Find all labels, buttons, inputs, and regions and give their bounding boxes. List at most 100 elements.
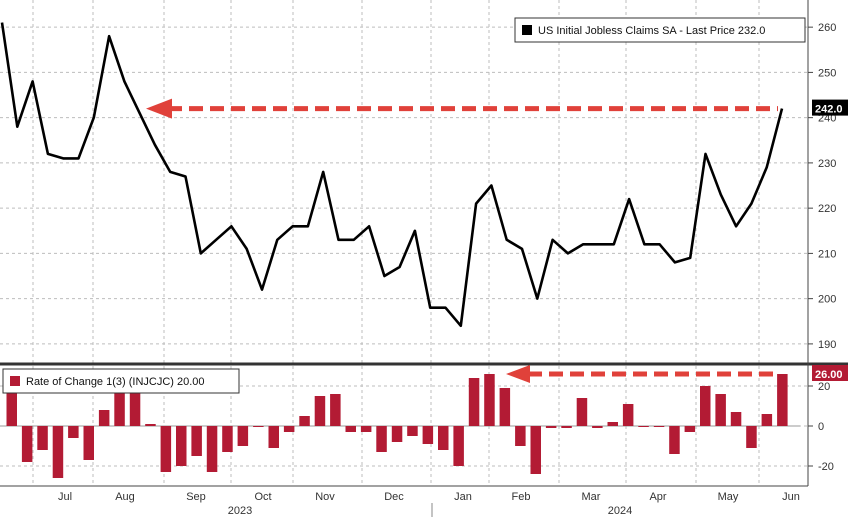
roc-bar [530, 426, 541, 474]
roc-legend-box [2, 368, 240, 394]
roc-bar [360, 426, 372, 432]
x-tick-month-label: Oct [254, 491, 271, 503]
roc-bar [68, 426, 79, 438]
roc-bar [52, 426, 64, 478]
roc-bar [700, 386, 711, 426]
roc-bar [176, 426, 187, 466]
roc-legend-label: Rate of Change 1(3) (INJCJC) 20.00 [26, 376, 205, 388]
roc-bar [114, 390, 125, 426]
lower-y-axis: -20 0 20 [808, 381, 834, 473]
y-tick-label: 250 [818, 67, 836, 79]
roc-bar [561, 426, 572, 428]
roc-bar [222, 426, 233, 452]
y-tick-label: 0 [818, 421, 824, 433]
roc-bar [592, 426, 603, 428]
y-tick-label: 200 [818, 294, 836, 306]
y-tick-label: -20 [818, 461, 834, 473]
roc-bar [468, 378, 480, 426]
upper-y-axis: 190 200 210 220 230 240 250 260 [808, 22, 836, 351]
roc-bar [283, 426, 295, 432]
roc-bar [314, 396, 326, 426]
roc-bar [37, 426, 48, 450]
jobless-claims-series-line [0, 22, 784, 328]
roc-bar [622, 404, 634, 426]
roc-bar [83, 426, 94, 460]
roc-bar [160, 426, 172, 472]
x-tick-month-label: Apr [649, 491, 666, 503]
roc-last-value-box [812, 365, 848, 381]
roc-legend-swatch [10, 376, 20, 386]
y-tick-label: 210 [818, 248, 836, 260]
roc-last-value-label: 26.00 [815, 369, 843, 381]
roc-bar [438, 426, 449, 450]
x-tick-month-label: Dec [384, 491, 404, 503]
x-tick-month-label: Jan [454, 491, 472, 503]
roc-bar [746, 426, 757, 448]
roc-bar [206, 426, 218, 472]
roc-bar [653, 426, 665, 427]
x-tick-month-label: Feb [512, 491, 531, 503]
roc-bar [191, 426, 202, 456]
x-axis: Jul Aug Sep Oct Nov Dec Jan Feb Mar Apr May Jun 2023… [58, 491, 800, 517]
rate-of-change-panel: -20 0 20 Rate of Change 1(3) (INJCJC) 20.0… [0, 365, 848, 478]
y-tick-label: 230 [818, 158, 836, 170]
roc-bar [299, 416, 310, 426]
x-tick-month-label: Jun [782, 491, 800, 503]
roc-arrow-head [506, 365, 530, 383]
roc-bar [576, 398, 588, 426]
rate-of-change-bars [6, 374, 788, 478]
claims-last-value-label: 242.0 [815, 104, 843, 116]
claims-level-arrow [146, 98, 778, 119]
y-tick-label: 190 [818, 339, 836, 351]
x-tick-year-label: 2023 [228, 505, 252, 517]
roc-bar [376, 426, 387, 452]
y-tick-label: 240 [818, 113, 836, 125]
roc-bar [545, 426, 557, 428]
claims-legend-swatch [522, 25, 532, 35]
roc-bar [407, 426, 418, 436]
claims-legend: US Initial Jobless Claims SA - Last Pric… [514, 17, 806, 43]
roc-bar [6, 386, 17, 426]
x-tick-month-label: Jul [58, 491, 72, 503]
x-tick-month-label: Mar [582, 491, 601, 503]
roc-legend: Rate of Change 1(3) (INJCJC) 20.00 [2, 368, 240, 394]
roc-bar [391, 426, 403, 442]
roc-bar [607, 422, 618, 426]
x-tick-month-label: May [718, 491, 739, 503]
roc-bar [237, 426, 249, 446]
roc-level-arrow [506, 365, 778, 383]
roc-bar [345, 426, 356, 432]
y-tick-label: 260 [818, 22, 836, 34]
roc-bar [669, 426, 680, 454]
claims-legend-box [514, 17, 806, 43]
roc-bar [499, 388, 511, 426]
roc-bar [98, 410, 110, 426]
roc-bar [715, 394, 726, 426]
roc-bar [684, 426, 696, 432]
claims-arrow-head [146, 98, 172, 119]
x-tick-month-label: Nov [315, 491, 335, 503]
roc-bar [761, 414, 773, 426]
claims-last-value-tag: 242.0 [812, 99, 848, 116]
claims-last-value-box [812, 99, 848, 116]
y-tick-label: 220 [818, 203, 836, 215]
claims-legend-label: US Initial Jobless Claims SA - Last Pric… [538, 25, 765, 37]
roc-bar [515, 426, 526, 446]
roc-bar [484, 374, 495, 426]
roc-bar [638, 426, 649, 427]
roc-bar [253, 426, 264, 427]
roc-bar [268, 426, 279, 448]
x-tick-month-label: Sep [186, 491, 206, 503]
roc-last-value-tag: 26.00 [812, 365, 848, 381]
roc-bar [777, 374, 788, 426]
roc-bar [330, 394, 341, 426]
roc-bar [21, 426, 33, 462]
roc-bar [145, 424, 156, 426]
x-tick-month-label: Aug [115, 491, 135, 503]
jobless-claims-panel: 190 200 210 220 230 240 250 260 US Initial Jobl… [0, 17, 848, 351]
roc-bar [453, 426, 464, 466]
roc-bar [129, 392, 141, 426]
roc-bar [422, 426, 434, 444]
roc-bar [730, 412, 742, 426]
